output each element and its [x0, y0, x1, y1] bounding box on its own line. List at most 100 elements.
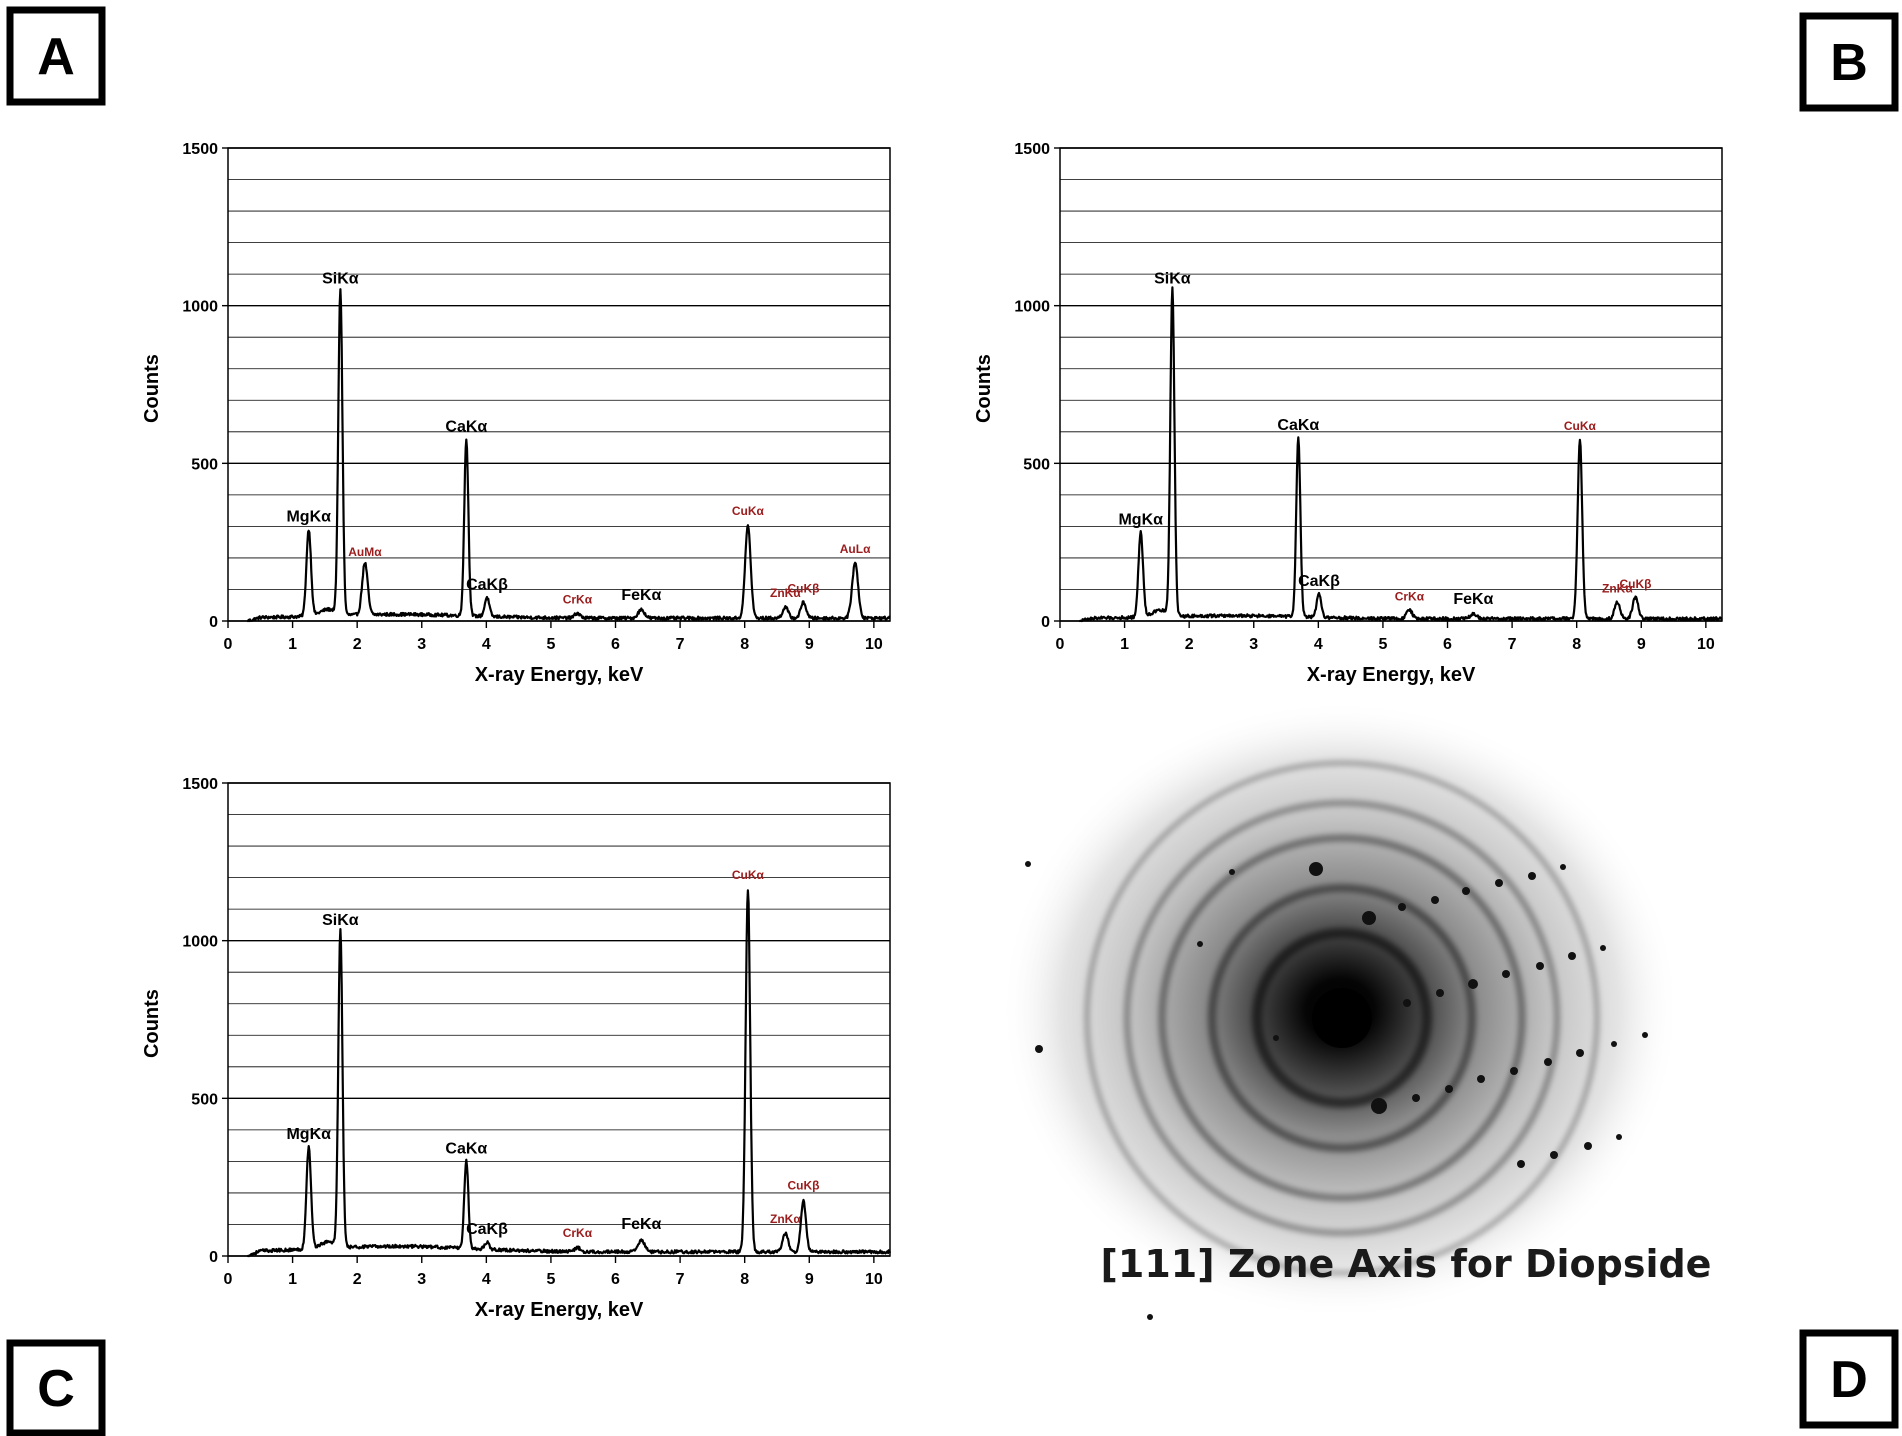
y-tick-label: 500 [1023, 456, 1050, 473]
peak-label: CuKα [732, 868, 765, 882]
diffraction-spot [1560, 864, 1566, 870]
x-tick-label: 6 [611, 636, 620, 653]
peak-label: MgKα [1118, 512, 1163, 529]
x-tick-label: 10 [865, 1271, 883, 1288]
x-tick-label: 2 [1185, 636, 1194, 653]
x-tick-label: 3 [417, 1271, 426, 1288]
diffraction-spot [1412, 1094, 1420, 1102]
y-tick-label: 500 [191, 1091, 218, 1108]
x-tick-label: 4 [482, 636, 491, 653]
y-axis-title: Counts [141, 989, 163, 1058]
diffraction-spot [1495, 879, 1503, 887]
x-tick-label: 10 [1697, 636, 1715, 653]
x-tick-label: 1 [288, 636, 297, 653]
diffraction-ring [1252, 928, 1432, 1108]
x-tick-label: 10 [865, 636, 883, 653]
diffraction-spot [1600, 945, 1606, 951]
eds-spectrum-a: 0 500 1000 1500 0 1 2 3 4 5 6 7 8 9 10 X-ray Energy, ke… [141, 141, 891, 686]
peak-label: CrKα [563, 1226, 593, 1240]
x-tick-label: 7 [1508, 636, 1517, 653]
diffraction-spot [1468, 979, 1478, 989]
diffraction-spot [1462, 887, 1470, 895]
x-tick-label: 5 [546, 1271, 555, 1288]
x-tick-label: 8 [1572, 636, 1581, 653]
diffraction-spot [1528, 872, 1536, 880]
diffraction-pattern: [111] Zone Axis for Diopside [1000, 700, 1711, 1320]
diffraction-spot [1403, 999, 1411, 1007]
diffraction-spot [1517, 1160, 1525, 1168]
y-tick-label: 1000 [1014, 299, 1050, 316]
diffraction-spot [1544, 1058, 1552, 1066]
x-tick-label: 4 [482, 1271, 491, 1288]
diffraction-spot [1025, 861, 1031, 867]
y-tick-label: 1000 [182, 299, 218, 316]
panel-label-d-text: D [1830, 1351, 1868, 1409]
diffraction-spot [1510, 1067, 1518, 1075]
peak-label: CuKα [1564, 419, 1597, 433]
x-tick-label: 1 [1120, 636, 1129, 653]
panel-label-b: B [1799, 12, 1899, 112]
diffraction-spot [1362, 911, 1376, 925]
panel-label-a: A [6, 6, 106, 106]
diffraction-spot [1477, 1075, 1485, 1083]
diffraction-spot [1309, 862, 1323, 876]
x-axis-title: X-ray Energy, keV [475, 1299, 644, 1321]
x-tick-label: 7 [676, 1271, 685, 1288]
x-axis-title: X-ray Energy, keV [475, 664, 644, 686]
diffraction-spot [1536, 962, 1544, 970]
eds-spectrum-b: 0 500 1000 1500 0 1 2 3 4 5 6 7 8 9 10 X-ray Energy, ke… [973, 141, 1723, 686]
peak-label: MgKα [286, 509, 331, 526]
panel-label-a-text: A [37, 28, 75, 86]
plot-frame [1059, 147, 1723, 622]
x-tick-label: 0 [224, 636, 233, 653]
diffraction-ring [1158, 834, 1526, 1202]
panel-label-d: D [1799, 1329, 1899, 1429]
x-tick-label: 7 [676, 636, 685, 653]
diffraction-spot [1445, 1085, 1453, 1093]
diffraction-spot [1035, 1045, 1043, 1053]
y-tick-label: 0 [1041, 614, 1050, 631]
peak-label: CaKβ [1298, 573, 1340, 590]
x-tick-label: 6 [611, 1271, 620, 1288]
peak-label: CrKα [1395, 589, 1425, 603]
peak-label: CuKβ [787, 582, 819, 596]
diffraction-spot [1431, 896, 1439, 904]
peak-label: CaKβ [466, 1221, 508, 1238]
peak-label: CaKα [1277, 417, 1319, 434]
x-tick-label: 4 [1314, 636, 1323, 653]
diffraction-spot [1642, 1032, 1648, 1038]
eds-spectrum-c: 0 500 1000 1500 0 1 2 3 4 5 6 7 8 9 10 X-ray Energy, ke… [141, 776, 892, 1321]
diffraction-spot [1584, 1142, 1592, 1150]
y-tick-label: 500 [191, 456, 218, 473]
y-tick-label: 0 [209, 614, 218, 631]
diffraction-caption: [111] Zone Axis for Diopside [1101, 1242, 1712, 1286]
peak-label: ZnKα [770, 586, 801, 600]
y-axis-title: Counts [973, 354, 995, 423]
x-tick-label: 6 [1443, 636, 1452, 653]
x-tick-label: 5 [1378, 636, 1387, 653]
peak-label: AuMα [348, 545, 382, 559]
diffraction-spot [1436, 989, 1444, 997]
diffraction-spot [1398, 903, 1406, 911]
peak-label: FeKα [1453, 591, 1493, 608]
diffraction-ring [1124, 800, 1560, 1236]
peak-label: ZnKα [1602, 582, 1633, 596]
panel-label-c-text: C [37, 1360, 75, 1418]
x-tick-label: 2 [353, 1271, 362, 1288]
x-tick-label: 1 [288, 1271, 297, 1288]
y-tick-label: 1500 [182, 141, 218, 158]
diffraction-spot [1550, 1151, 1558, 1159]
x-tick-label: 9 [1637, 636, 1646, 653]
diffraction-spot [1568, 952, 1576, 960]
diffraction-ring [1084, 760, 1600, 1276]
peak-label: CuKα [732, 504, 765, 518]
x-tick-label: 5 [546, 636, 555, 653]
spectrum-line [246, 288, 891, 623]
spectrum-line [246, 889, 892, 1258]
peak-label: AuLα [840, 542, 871, 556]
peak-label: SiKα [322, 270, 359, 287]
diffraction-spot [1616, 1134, 1622, 1140]
peak-label: SiKα [1154, 270, 1191, 287]
central-beam [1312, 988, 1372, 1048]
